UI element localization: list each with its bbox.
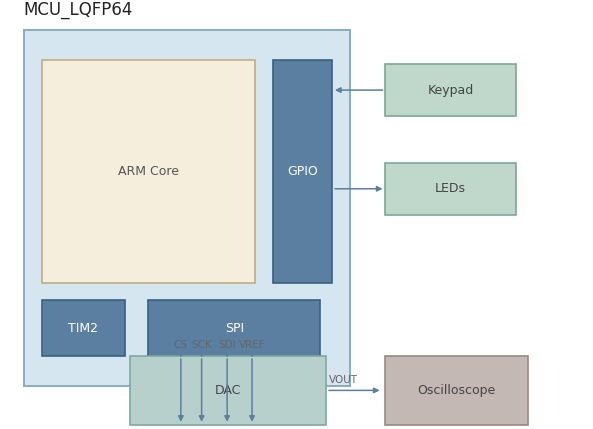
- Text: SDI: SDI: [218, 340, 236, 350]
- FancyBboxPatch shape: [385, 64, 516, 116]
- Text: GPIO: GPIO: [287, 165, 318, 178]
- FancyBboxPatch shape: [385, 356, 528, 425]
- FancyBboxPatch shape: [130, 356, 326, 425]
- Text: ARM Core: ARM Core: [118, 165, 178, 178]
- Text: TIM2: TIM2: [68, 322, 98, 335]
- FancyBboxPatch shape: [385, 163, 516, 214]
- Text: SPI: SPI: [225, 322, 244, 335]
- Text: Keypad: Keypad: [428, 84, 474, 97]
- FancyBboxPatch shape: [24, 30, 350, 386]
- FancyBboxPatch shape: [42, 300, 125, 356]
- Text: SCK: SCK: [192, 340, 212, 350]
- Text: LEDs: LEDs: [435, 182, 466, 195]
- Text: DAC: DAC: [215, 384, 241, 397]
- Text: MCU_LQFP64: MCU_LQFP64: [24, 1, 133, 19]
- Text: CS: CS: [174, 340, 188, 350]
- FancyBboxPatch shape: [273, 60, 332, 283]
- Text: VOUT: VOUT: [329, 375, 358, 385]
- FancyBboxPatch shape: [42, 60, 255, 283]
- Text: VREF: VREF: [239, 340, 265, 350]
- Text: Oscilloscope: Oscilloscope: [417, 384, 496, 397]
- FancyBboxPatch shape: [148, 300, 320, 356]
